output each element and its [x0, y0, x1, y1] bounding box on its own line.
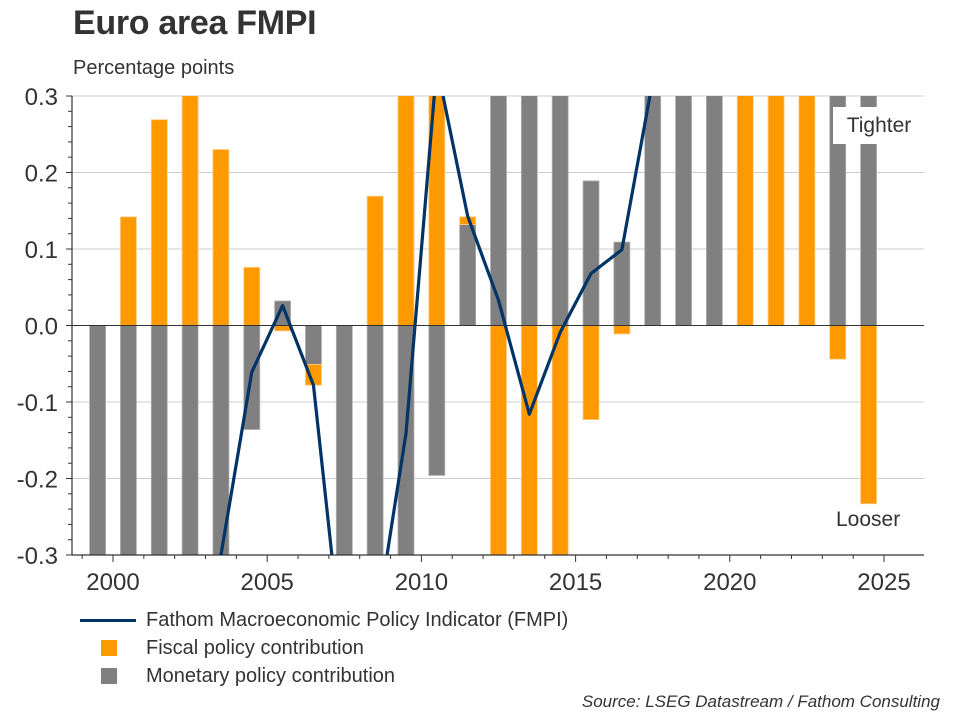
- y-tick-label: 0.3: [25, 84, 58, 111]
- fiscal-bar: [676, 39, 692, 80]
- fiscal-bar: [181, 96, 199, 326]
- monetary-bar: [551, 96, 569, 326]
- monetary-bar: [212, 325, 230, 555]
- source-note: Source: LSEG Datastream / Fathom Consult…: [581, 692, 940, 711]
- y-tick-label: 0.1: [25, 237, 58, 264]
- chart-title: Euro area FMPI: [73, 4, 317, 42]
- fmpi-line: [219, 96, 652, 555]
- y-tick-label: -0.1: [17, 390, 58, 417]
- x-tick-label: 2020: [703, 569, 756, 596]
- fiscal-bar: [520, 325, 538, 555]
- fiscal-bar: [860, 325, 877, 505]
- fiscal-bar: [645, 12, 661, 81]
- legend: Fathom Macroeconomic Policy Indicator (F…: [80, 606, 568, 690]
- x-tick-label: 2005: [241, 569, 294, 596]
- x-tick-label: 2015: [549, 569, 602, 596]
- legend-label: Fiscal policy contribution: [146, 636, 364, 659]
- x-tick-label: 2000: [86, 569, 139, 596]
- monetary-bar: [675, 96, 692, 326]
- y-tick-label: 0.2: [25, 161, 58, 188]
- axes: [66, 95, 924, 562]
- legend-item-fmpi: Fathom Macroeconomic Policy Indicator (F…: [80, 606, 568, 634]
- fiscal-bar: [706, 0, 722, 81]
- y-axis-unit-label: Percentage points: [73, 57, 235, 79]
- annotation-tighter: Tighter: [833, 107, 925, 144]
- fiscal-bar: [366, 195, 384, 326]
- annotation-looser: Looser: [836, 508, 901, 531]
- y-tick-label: -0.3: [17, 543, 58, 570]
- legend-label: Monetary policy contribution: [146, 664, 396, 687]
- x-tick-label: 2010: [395, 569, 448, 596]
- bars: [89, 0, 877, 555]
- fiscal-bar: [767, 96, 785, 326]
- monetary-bar: [305, 325, 322, 365]
- y-tick-label: -0.2: [17, 467, 58, 494]
- monetary-bar: [150, 325, 168, 555]
- monetary-bar: [459, 224, 477, 326]
- fiscal-bar: [243, 266, 261, 326]
- legend-item-monetary: Monetary policy contribution: [80, 662, 568, 690]
- monetary-bar: [705, 96, 723, 326]
- y-tick-label: 0.0: [25, 314, 58, 341]
- monetary-bar: [366, 325, 384, 555]
- fiscal-bar: [274, 325, 292, 332]
- fiscal-bar: [397, 96, 415, 326]
- fiscal-bar: [490, 325, 507, 555]
- tick-labels: 0.3 0.2 0.1 0.0 -0.1 -0.2 -0.3 2000 2005 2010 2015…: [17, 84, 911, 596]
- fiscal-bar: [798, 96, 816, 326]
- monetary-bar: [520, 96, 538, 326]
- fiscal-bar: [212, 149, 230, 326]
- legend-line-swatch: [80, 618, 136, 622]
- fmpi-line-layer: [219, 96, 652, 555]
- fiscal-bar: [829, 325, 847, 360]
- legend-label: Fathom Macroeconomic Policy Indicator (F…: [146, 608, 569, 631]
- monetary-bar: [89, 325, 106, 555]
- fiscal-bar: [736, 96, 754, 326]
- fiscal-bar: [150, 119, 168, 326]
- legend-item-fiscal: Fiscal policy contribution: [80, 634, 568, 662]
- x-tick-label: 2025: [857, 569, 910, 596]
- fiscal-bar: [582, 325, 600, 420]
- legend-fiscal-swatch: [101, 640, 117, 656]
- monetary-bar: [582, 180, 600, 326]
- monetary-bar: [428, 325, 446, 476]
- fiscal-bar: [551, 325, 569, 555]
- monetary-bar: [181, 325, 199, 555]
- monetary-bar: [120, 325, 137, 555]
- legend-monetary-swatch: [101, 668, 117, 684]
- fiscal-bar: [613, 325, 631, 335]
- monetary-bar: [335, 325, 353, 555]
- fiscal-bar: [120, 216, 137, 326]
